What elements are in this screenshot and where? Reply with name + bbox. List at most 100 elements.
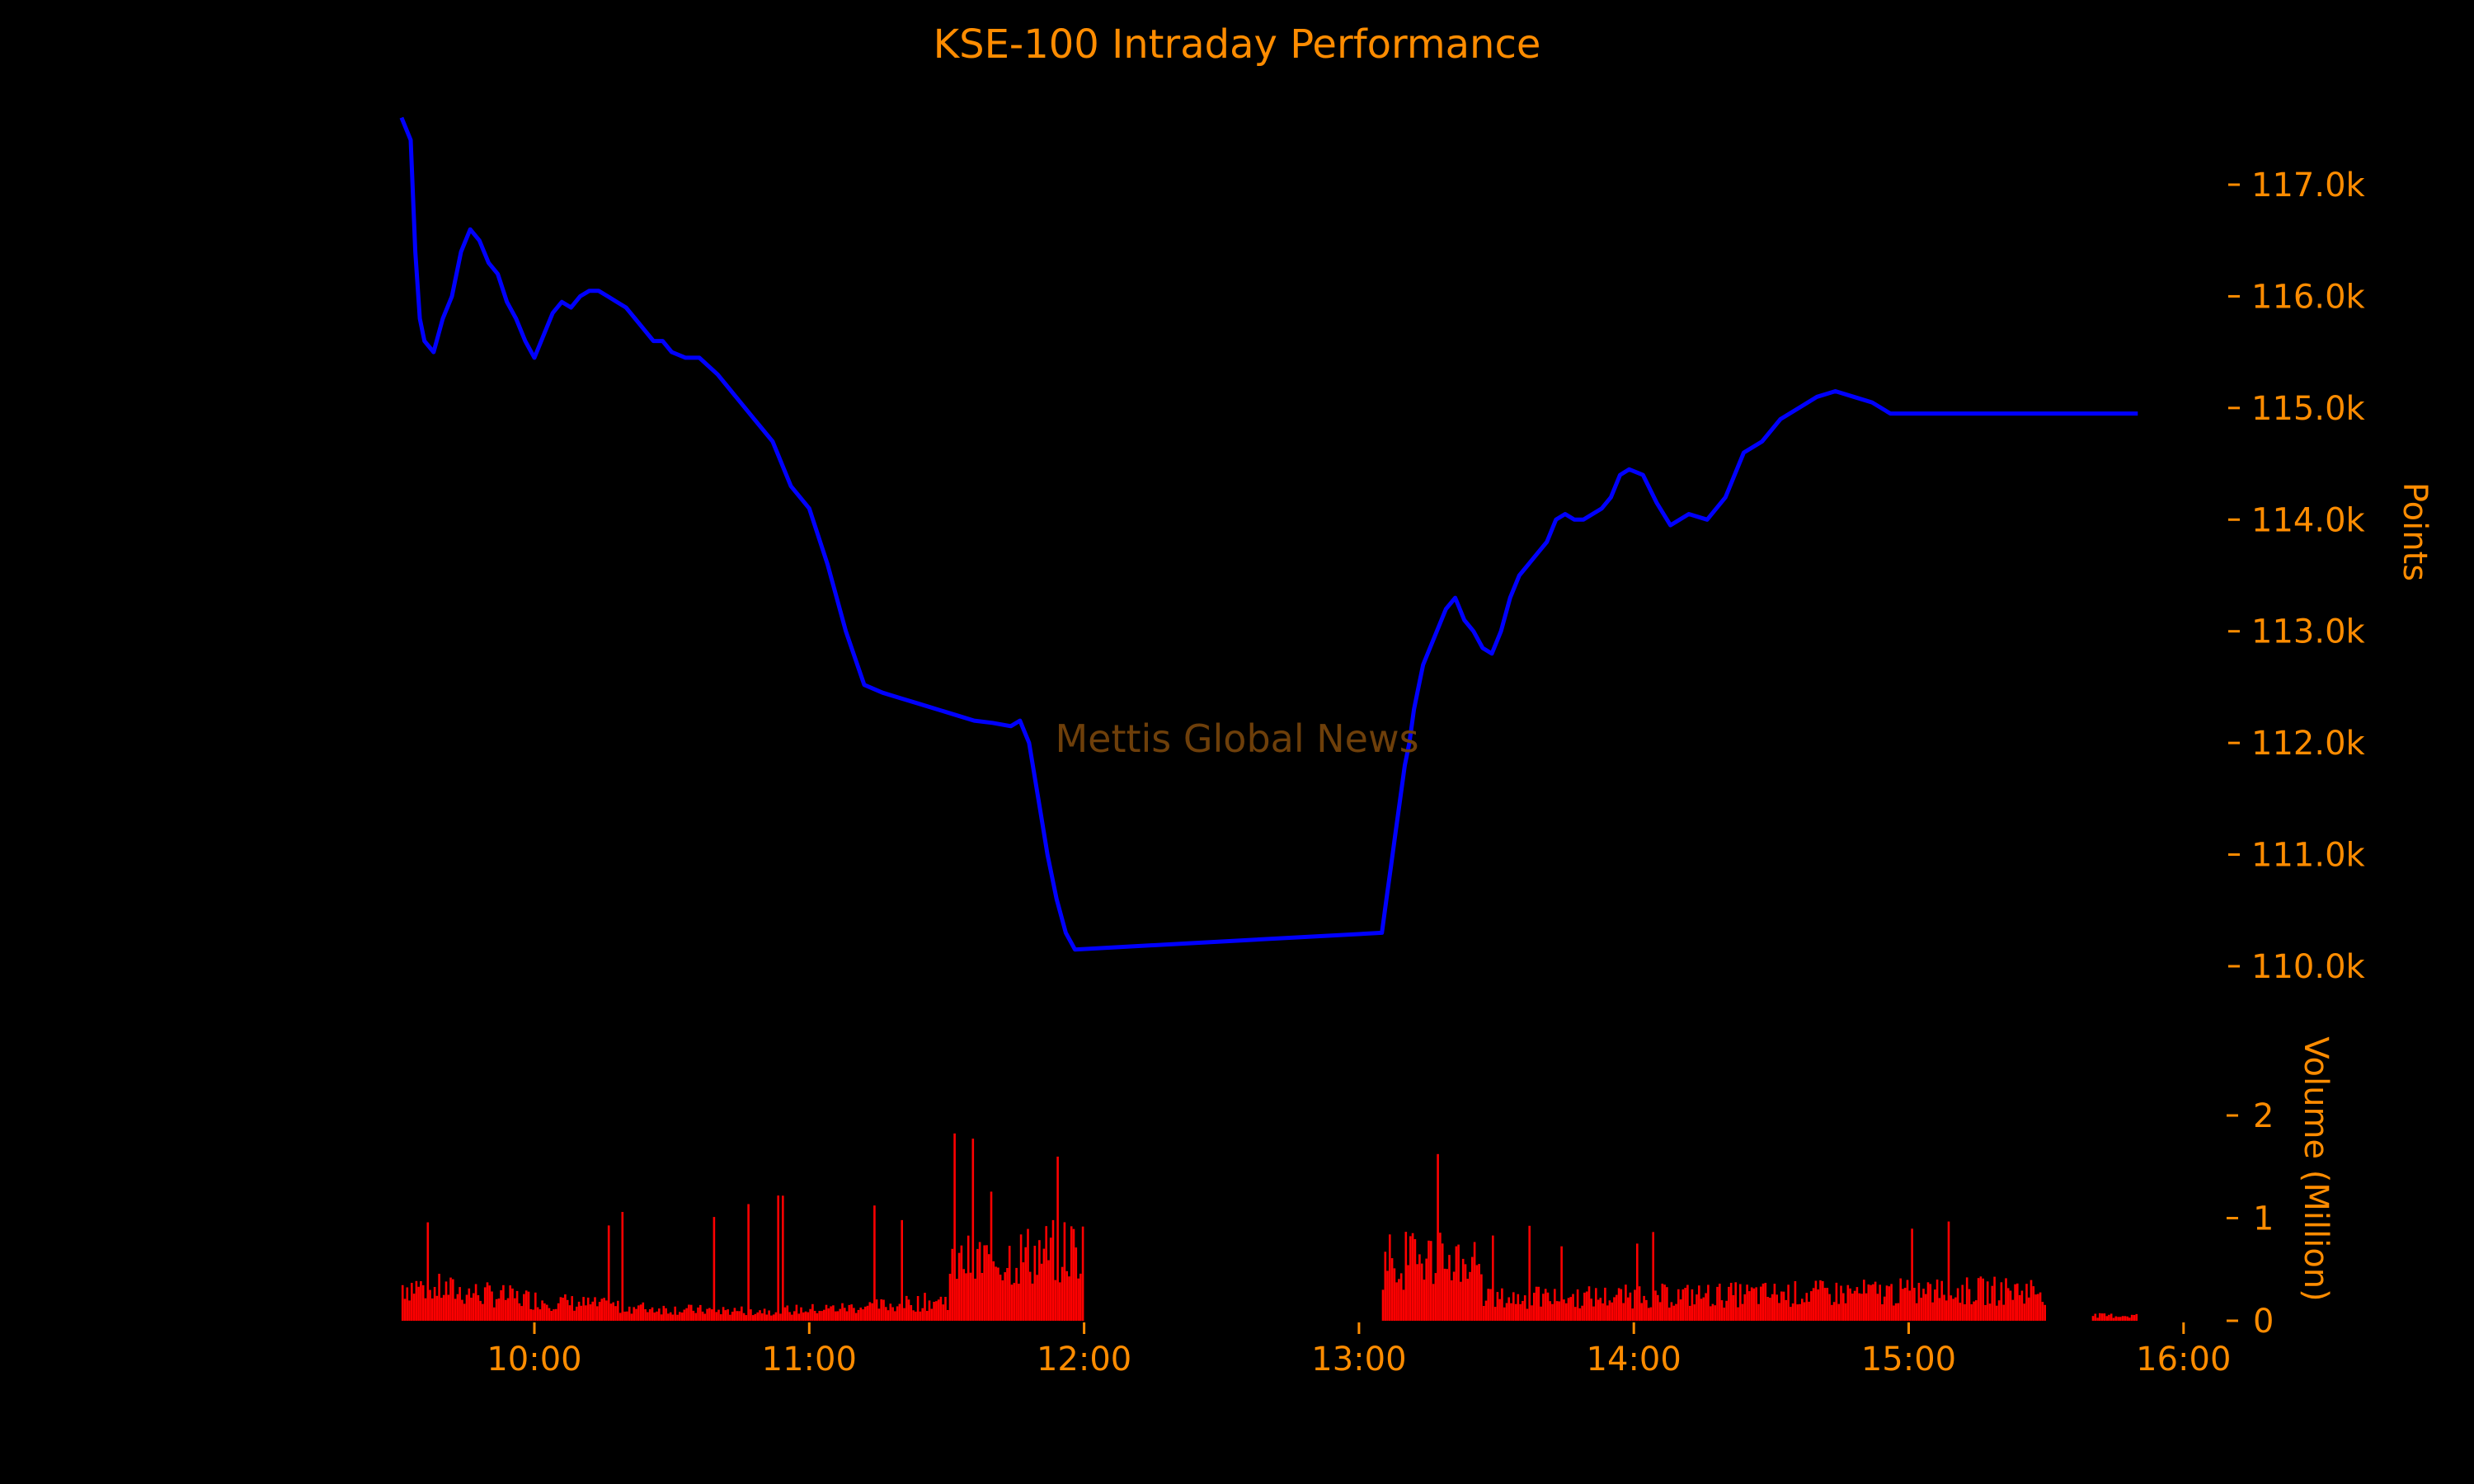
volume-bar xyxy=(992,1261,995,1321)
volume-bar xyxy=(1471,1256,1474,1321)
volume-bar xyxy=(523,1294,525,1321)
volume-bar xyxy=(736,1311,738,1321)
volume-bar xyxy=(951,1248,954,1321)
volume-bar xyxy=(1523,1295,1526,1321)
volume-bar xyxy=(786,1305,789,1321)
volume-bar xyxy=(1803,1302,1806,1321)
volume-bar xyxy=(701,1311,704,1321)
volume-bar xyxy=(880,1299,882,1321)
volume-bar xyxy=(1036,1275,1038,1321)
volume-bar xyxy=(795,1304,798,1321)
volume-bar xyxy=(1510,1303,1512,1321)
volume-bar xyxy=(1945,1300,1948,1321)
volume-bar xyxy=(520,1306,523,1321)
volume-bar xyxy=(1544,1289,1547,1321)
volume-bar xyxy=(621,1212,624,1321)
volume-bar xyxy=(1464,1264,1467,1321)
volume-bar xyxy=(1473,1242,1476,1321)
volume-bar xyxy=(1691,1289,1694,1321)
volume-bar xyxy=(647,1312,649,1321)
volume-bar xyxy=(1522,1301,1524,1321)
volume-bar xyxy=(459,1287,461,1321)
volume-bar xyxy=(1420,1263,1423,1321)
volume-bar xyxy=(1943,1294,1945,1321)
volume-bar xyxy=(491,1291,493,1321)
volume-bar xyxy=(834,1311,837,1321)
volume-bar xyxy=(1645,1299,1648,1321)
volume-bar xyxy=(782,1195,784,1321)
volume-bar xyxy=(1750,1287,1753,1321)
volume-bar xyxy=(1984,1304,1987,1321)
volume-bar xyxy=(1720,1300,1724,1321)
volume-bar xyxy=(688,1304,690,1321)
volume-bar xyxy=(2014,1284,2016,1321)
volume-bar xyxy=(1583,1292,1586,1321)
volume-bar xyxy=(1917,1283,1921,1321)
volume-bar xyxy=(473,1293,475,1321)
volume-bar xyxy=(974,1278,976,1321)
price-axis-label: Points xyxy=(2396,482,2434,581)
volume-bar xyxy=(877,1308,881,1321)
volume-bar xyxy=(1842,1293,1845,1321)
volume-bar xyxy=(956,1279,958,1321)
volume-bar xyxy=(1398,1279,1400,1321)
volume-bar xyxy=(1732,1295,1735,1321)
volume-bar xyxy=(679,1312,681,1321)
volume-bar xyxy=(802,1312,805,1321)
volume-bar xyxy=(1716,1286,1719,1321)
volume-bar xyxy=(708,1308,711,1321)
volume-bar xyxy=(1019,1234,1023,1321)
volume-bar xyxy=(1451,1280,1453,1321)
volume-bar xyxy=(1505,1303,1508,1321)
volume-bar xyxy=(990,1191,993,1321)
volume-bar xyxy=(483,1287,487,1321)
volume-bar xyxy=(1567,1298,1570,1321)
volume-bar xyxy=(729,1314,731,1321)
volume-bar xyxy=(447,1294,450,1321)
volume-bar xyxy=(1863,1280,1865,1321)
volume-bar xyxy=(866,1305,869,1321)
volume-bar xyxy=(541,1300,543,1321)
volume-bar xyxy=(482,1303,484,1321)
volume-bar xyxy=(1551,1303,1554,1321)
volume-bar xyxy=(408,1300,411,1321)
volume-bar xyxy=(1031,1283,1034,1321)
volume-bar xyxy=(2096,1317,2099,1321)
volume-bar xyxy=(651,1307,654,1321)
volume-bar xyxy=(612,1302,614,1321)
volume-bar xyxy=(1922,1289,1925,1321)
volume-bar xyxy=(461,1299,463,1321)
volume-bar xyxy=(648,1309,651,1321)
volume-bar xyxy=(633,1307,635,1321)
volume-bar xyxy=(1801,1298,1804,1321)
volume-bar xyxy=(1714,1305,1716,1321)
volume-bar xyxy=(1808,1301,1810,1321)
volume-bar xyxy=(985,1245,988,1321)
volume-bar xyxy=(586,1297,590,1321)
volume-bar xyxy=(2094,1313,2097,1321)
volume-bar xyxy=(1446,1269,1448,1321)
volume-bar xyxy=(1698,1285,1700,1321)
volume-bar xyxy=(1851,1294,1854,1321)
volume-bar xyxy=(1063,1222,1066,1321)
volume-bar xyxy=(1413,1239,1417,1321)
volume-bar xyxy=(642,1302,645,1321)
volume-bar xyxy=(1416,1264,1418,1321)
volume-bar xyxy=(926,1311,929,1321)
volume-bar xyxy=(626,1311,628,1321)
volume-bar xyxy=(903,1308,905,1321)
volume-bar xyxy=(987,1254,990,1321)
volume-bar xyxy=(596,1306,599,1321)
volume-bar xyxy=(2119,1317,2122,1321)
price-line xyxy=(399,116,2138,952)
volume-bar xyxy=(1696,1294,1698,1321)
volume-bar xyxy=(2128,1317,2131,1321)
volume-bar xyxy=(2044,1304,2046,1321)
volume-bar xyxy=(1902,1289,1904,1321)
volume-bar xyxy=(839,1308,841,1321)
volume-bar xyxy=(598,1302,601,1321)
volume-bar xyxy=(1956,1288,1959,1321)
volume-bar xyxy=(1390,1258,1394,1321)
volume-bar xyxy=(905,1295,908,1321)
